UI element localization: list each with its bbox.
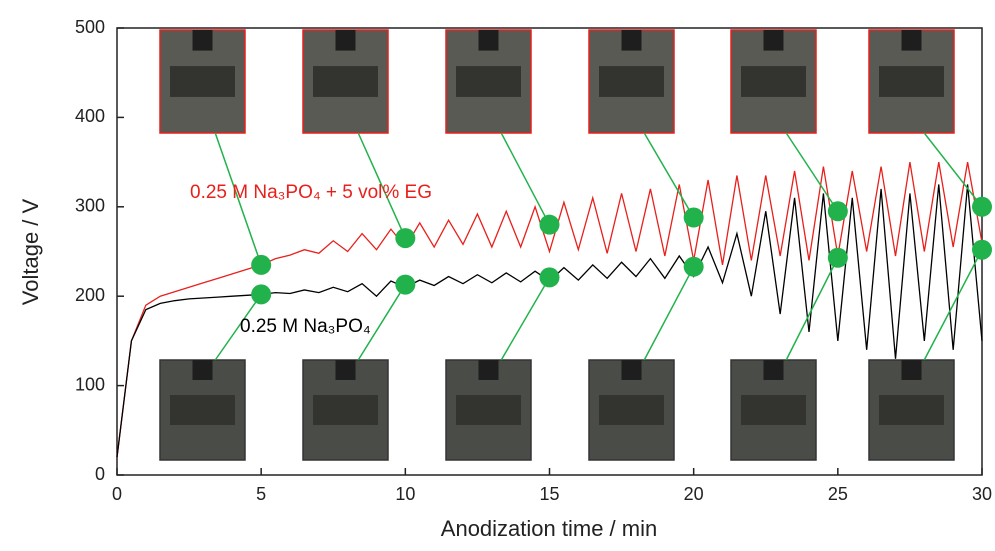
y-axis-label: Voltage / V <box>18 198 43 305</box>
photo-detail <box>335 360 356 380</box>
photo-detail <box>313 66 378 97</box>
connector <box>214 132 262 266</box>
connector <box>643 132 695 218</box>
connector <box>500 277 551 361</box>
series-label: 0.25 M Na₃PO₄ + 5 vol% EG <box>190 182 432 203</box>
y-tick-label: 0 <box>95 464 105 484</box>
photo-detail <box>192 30 213 51</box>
photo-detail <box>313 395 378 425</box>
y-tick-label: 500 <box>75 17 105 37</box>
y-tick-label: 300 <box>75 196 105 216</box>
photo-detail <box>170 395 235 425</box>
marker <box>395 228 416 249</box>
marker <box>827 247 848 268</box>
photo-detail <box>478 30 499 51</box>
connector <box>357 284 406 361</box>
marker <box>251 284 272 305</box>
marker <box>972 196 992 217</box>
photo-detail <box>170 66 235 97</box>
photo-detail <box>741 66 806 97</box>
photo-detail <box>741 395 806 425</box>
photo-detail <box>478 360 499 380</box>
photo-detail <box>879 66 944 97</box>
connector <box>643 266 695 361</box>
marker <box>395 274 416 295</box>
x-tick-label: 0 <box>112 484 122 504</box>
photo-detail <box>456 66 521 97</box>
marker <box>539 267 560 288</box>
photo-detail <box>901 360 922 380</box>
photo-detail <box>621 360 642 380</box>
x-tick-label: 25 <box>828 484 848 504</box>
connector <box>357 132 407 239</box>
y-tick-label: 200 <box>75 285 105 305</box>
marker <box>683 256 704 277</box>
marker <box>827 201 848 222</box>
x-axis-label: Anodization time / min <box>441 516 657 541</box>
connector <box>785 257 839 361</box>
y-tick-label: 400 <box>75 106 105 126</box>
photo-detail <box>621 30 642 51</box>
marker <box>251 254 272 275</box>
connector <box>923 132 983 208</box>
connector <box>214 293 262 361</box>
photo-detail <box>599 66 664 97</box>
y-tick-label: 100 <box>75 374 105 394</box>
photo-detail <box>192 360 213 380</box>
connector <box>785 132 839 212</box>
x-tick-label: 20 <box>684 484 704 504</box>
marker <box>539 214 560 235</box>
x-tick-label: 15 <box>539 484 559 504</box>
photo-detail <box>901 30 922 51</box>
x-tick-label: 10 <box>395 484 415 504</box>
connector <box>500 132 551 226</box>
marker <box>972 239 992 260</box>
marker <box>683 207 704 228</box>
photo-detail <box>456 395 521 425</box>
x-tick-label: 5 <box>256 484 266 504</box>
photo-detail <box>763 360 784 380</box>
photo-detail <box>599 395 664 425</box>
x-tick-label: 30 <box>972 484 992 504</box>
series-label: 0.25 M Na₃PO₄ <box>240 316 371 337</box>
photo-detail <box>335 30 356 51</box>
photo-detail <box>763 30 784 51</box>
series-line <box>116 161 983 458</box>
connector <box>923 249 983 361</box>
photo-detail <box>879 395 944 425</box>
